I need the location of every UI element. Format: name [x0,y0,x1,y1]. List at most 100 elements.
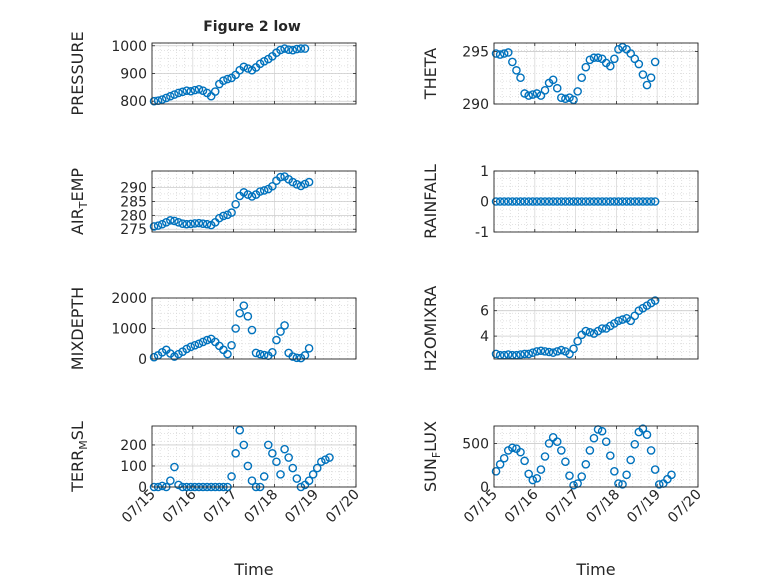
data-point [495,50,505,59]
axes-frame [493,425,699,488]
data-point [161,217,171,227]
data-point [540,86,550,95]
data-point [157,95,167,104]
data-points [491,424,676,490]
data-point [569,344,578,354]
data-point [528,90,538,99]
y-tick-label: 1000 [111,322,147,338]
data-point [308,470,318,479]
data-point [292,180,302,189]
data-point [597,324,607,333]
data-point [280,321,289,330]
data-point [499,453,509,463]
data-point [223,74,232,84]
y-tick-label: 0 [138,352,147,368]
data-point [630,311,640,321]
data-point [247,325,257,335]
data-point [585,55,595,65]
data-point [638,424,648,433]
data-point [520,197,529,206]
data-point [508,57,517,67]
data-point [268,181,277,191]
data-point [540,452,550,461]
data-point [561,94,570,104]
data-point [223,349,232,359]
data-point [601,197,611,206]
y-axis-label: H2OMIXRA [421,286,440,372]
data-point [227,340,236,350]
data-point [561,457,570,467]
data-point [284,453,293,462]
data-point [194,218,204,228]
data-point [524,469,533,479]
data-point [634,197,644,206]
data-points [491,197,660,206]
data-points [149,172,314,231]
data-point [149,352,159,362]
data-point [548,197,558,206]
data-point [243,64,253,73]
data-point [491,197,501,206]
y-axis-label: MIXDEPTH [68,287,87,370]
data-point [650,57,660,67]
x-tick-label: 07/17 [543,487,583,527]
y-tick-label: 0 [480,480,489,496]
y-tick-label: 280 [120,208,147,224]
data-point [552,437,562,446]
data-point [166,476,175,485]
data-point [495,460,505,469]
subplot-h2omixra: 4 6 H2OMIXRA [421,286,699,372]
data-point [569,95,578,105]
data-point [190,219,200,228]
data-point [610,467,619,476]
data-point [292,353,302,363]
data-point [317,457,326,467]
data-point [577,472,587,481]
data-point [565,197,574,206]
data-point [532,197,542,206]
data-point [235,308,245,318]
data-point [255,187,265,196]
data-point [491,49,501,58]
data-point [605,451,615,460]
data-point [544,197,554,206]
data-point [630,54,640,64]
data-point [198,219,208,228]
data-point [499,49,509,58]
data-point [272,335,281,345]
data-point [516,197,525,206]
y-tick-label: 0 [138,480,147,496]
axes-frame [151,425,357,488]
axes-frame [151,297,357,360]
data-point [325,453,334,462]
data-point [630,197,640,206]
data-point [667,470,676,480]
data-point [149,222,159,231]
data-point [508,443,517,453]
x-axis-label: Time [575,560,615,579]
data-point [251,348,261,358]
data-point [182,219,191,229]
data-point [544,347,554,357]
data-point [153,221,163,230]
y-tick-label: 290 [462,97,489,113]
data-point [219,76,228,86]
y-tick-label: -1 [475,225,489,241]
data-point [626,49,635,58]
data-point [532,347,542,356]
data-point [296,44,306,53]
data-point [557,197,566,206]
x-tick-label: 07/20 [665,487,705,527]
y-axis-label: TERRMSL [68,421,90,493]
data-point [585,328,595,337]
data-point [280,44,289,53]
data-point [573,197,582,206]
y-axis-label-main: AIR [68,208,87,235]
data-point [512,66,521,75]
data-point [614,45,623,54]
data-point [581,326,591,336]
data-point [292,474,302,483]
data-point [540,197,550,206]
